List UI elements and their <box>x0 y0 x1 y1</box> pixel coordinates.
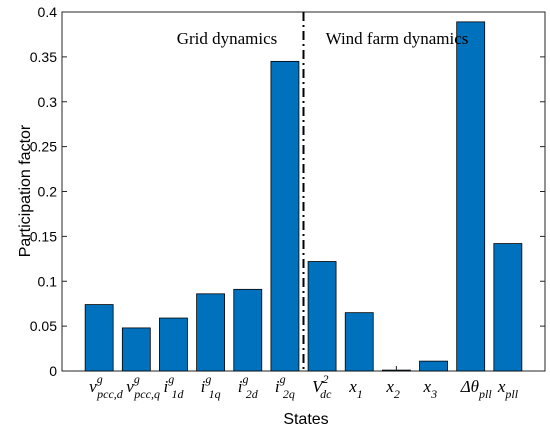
bar <box>493 243 523 372</box>
x-tick-label: vg pcc,q <box>126 372 160 401</box>
y-tick-label: 0.25 <box>30 139 57 155</box>
y-tick-labels: 0 0.05 0.1 0.15 0.2 0.25 0.3 0.35 0.4 <box>30 4 57 379</box>
x-tick-label: ig 1d <box>163 372 184 401</box>
bar <box>381 369 411 372</box>
x-tick-label: vg pcc,d <box>89 372 124 401</box>
x-tick-label: x2 <box>385 377 400 401</box>
bar <box>233 288 263 372</box>
annotation-wind-farm-dynamics: Wind farm dynamics <box>326 29 469 48</box>
x-tick-label: ig 1q <box>201 372 221 401</box>
y-tick-label: 0.35 <box>30 49 57 65</box>
bar <box>456 21 486 372</box>
bar <box>419 360 448 372</box>
y-tick-label: 0.2 <box>38 184 58 200</box>
y-tick-label: 0.15 <box>30 228 57 244</box>
y-tick-label: 0.05 <box>30 318 57 334</box>
x-tick-labels: vg pcc,d vg pcc,q ig 1d ig 1q ig 2d ig 2q V2 dc x1 x2 x3… <box>89 372 519 401</box>
x-tick-label: Δθpll <box>460 377 493 401</box>
bar <box>159 317 188 372</box>
bar <box>307 261 337 372</box>
x-tick-label: V2 dc <box>312 372 332 401</box>
bar <box>270 60 300 372</box>
x-tick-label: ig 2d <box>238 372 259 401</box>
bars <box>84 21 523 372</box>
bar <box>84 304 114 372</box>
x-axis-label: States <box>283 411 328 428</box>
bar <box>121 327 151 372</box>
x-tick-label: x1 <box>348 377 363 401</box>
y-tick-label: 0.4 <box>38 4 58 20</box>
bar <box>344 312 374 372</box>
x-tick-label: ig 2q <box>275 372 295 401</box>
x-tick-label: x3 <box>423 377 438 401</box>
y-tick-label: 0.3 <box>38 94 58 110</box>
bar <box>196 293 226 372</box>
x-tick-label: xpll <box>497 377 519 401</box>
y-tick-label: 0.1 <box>38 273 58 289</box>
y-axis-label: Participation factor <box>17 124 34 257</box>
annotation-grid-dynamics: Grid dynamics <box>177 29 278 48</box>
y-tick-label: 0 <box>49 363 57 379</box>
